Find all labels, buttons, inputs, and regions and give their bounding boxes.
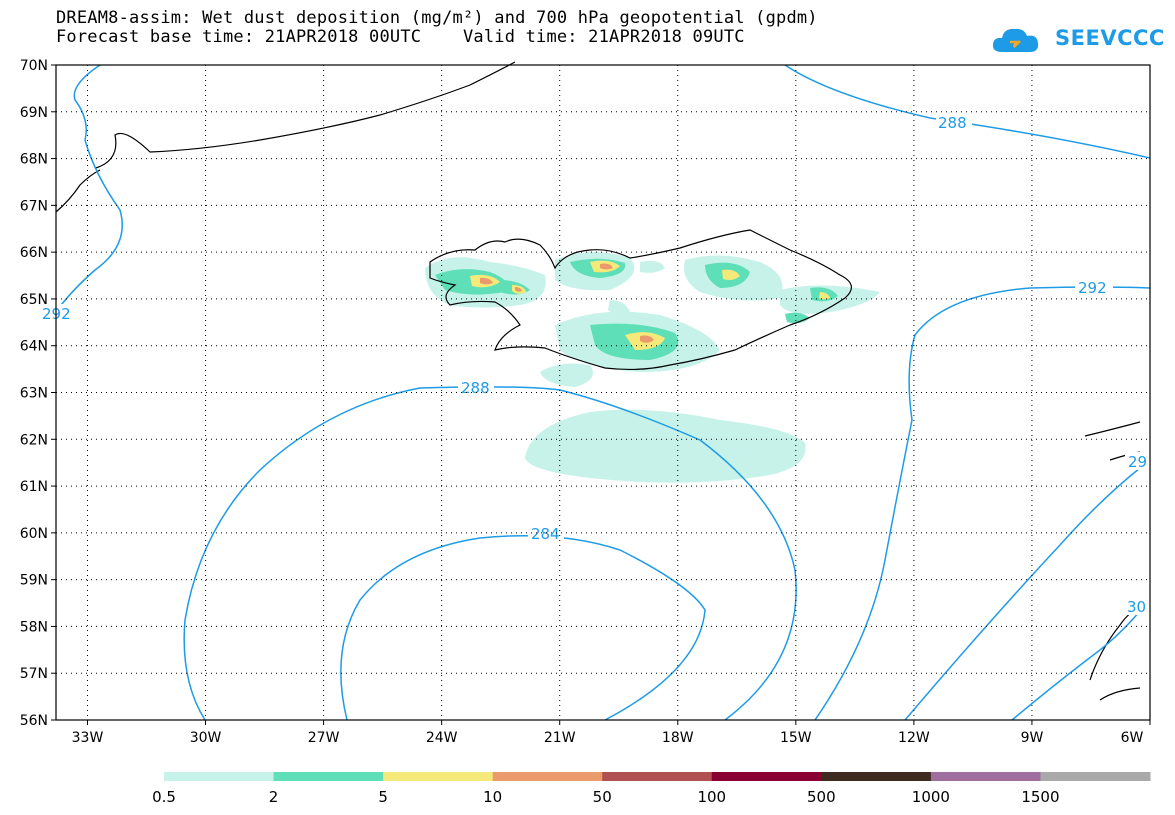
colorbar-swatch xyxy=(930,772,1041,781)
latitude-label: 57N xyxy=(20,666,48,682)
cloud-icon xyxy=(992,28,1039,52)
colorbar-label: 1500 xyxy=(1021,788,1059,806)
colorbar-label: 0.5 xyxy=(152,788,176,806)
geopotential-contours xyxy=(55,64,1151,721)
longitude-label: 33W xyxy=(72,730,104,746)
longitude-label: 30W xyxy=(190,730,222,746)
latitude-labels: 70N 69N 68N 67N 66N 65N 64N 63N 62N 61N 60N 59N 58N 5… xyxy=(20,58,48,729)
latitude-label: 63N xyxy=(20,386,48,402)
contour-label-30: 30 xyxy=(1127,598,1146,616)
latitude-label: 59N xyxy=(20,573,48,589)
contour-label-29: 29 xyxy=(1128,453,1147,471)
latitude-label: 64N xyxy=(20,339,48,355)
longitude-label: 24W xyxy=(426,730,458,746)
colorbar-label: 100 xyxy=(697,788,726,806)
latitude-label: 56N xyxy=(20,713,48,729)
contour-label-288-north: 288 xyxy=(938,114,967,132)
colorbar-swatch xyxy=(602,772,713,781)
colorbar-label: 10 xyxy=(483,788,502,806)
colorbar-swatch xyxy=(164,772,275,781)
colorbar-swatch xyxy=(1040,772,1151,781)
latitude-label: 70N xyxy=(20,58,48,74)
longitude-label: 12W xyxy=(898,730,930,746)
colorbar-swatch xyxy=(711,772,822,781)
latitude-label: 62N xyxy=(20,432,48,448)
latitude-label: 67N xyxy=(20,198,48,214)
latitude-label: 61N xyxy=(20,479,48,495)
longitude-label: 6W xyxy=(1121,730,1144,746)
longitude-label: 9W xyxy=(1021,730,1044,746)
longitude-labels: 33W 30W 27W 24W 21W 18W 15W 12W 9W 6W xyxy=(72,730,1144,746)
colorbar: 0.5 2 5 10 50 100 500 1000 1500 xyxy=(152,772,1151,806)
colorbar-label: 50 xyxy=(593,788,612,806)
map-subtitle: Forecast base time: 21APR2018 00UTC Vali… xyxy=(56,27,745,47)
contour-label-284: 284 xyxy=(531,525,560,543)
longitude-label: 21W xyxy=(544,730,576,746)
colorbar-swatch xyxy=(383,772,494,781)
colorbar-label: 2 xyxy=(269,788,279,806)
longitude-label: 27W xyxy=(308,730,340,746)
colorbar-swatch xyxy=(821,772,932,781)
colorbar-swatch xyxy=(492,772,603,781)
latitude-label: 58N xyxy=(20,619,48,635)
coastlines xyxy=(55,61,1146,701)
colorbar-swatch xyxy=(273,772,384,781)
grid-lines xyxy=(56,65,1150,720)
colorbar-label: 1000 xyxy=(912,788,950,806)
latitude-label: 60N xyxy=(20,526,48,542)
latitude-label: 65N xyxy=(20,292,48,308)
map-frame xyxy=(55,64,1151,721)
map-title: DREAM8-assim: Wet dust deposition (mg/m²… xyxy=(56,8,818,28)
contour-label-292-east: 292 xyxy=(1078,279,1107,297)
latitude-label: 69N xyxy=(20,105,48,121)
colorbar-label: 500 xyxy=(807,788,836,806)
longitude-label: 15W xyxy=(780,730,812,746)
logo-text: SEEVCCC xyxy=(1055,26,1165,50)
latitude-label: 66N xyxy=(20,245,48,261)
colorbar-label: 5 xyxy=(378,788,388,806)
longitude-label: 18W xyxy=(662,730,694,746)
latitude-label: 68N xyxy=(20,152,48,168)
contour-label-288-south: 288 xyxy=(461,379,490,397)
axis-ticks xyxy=(51,64,1151,725)
deposition-shading xyxy=(425,251,880,483)
